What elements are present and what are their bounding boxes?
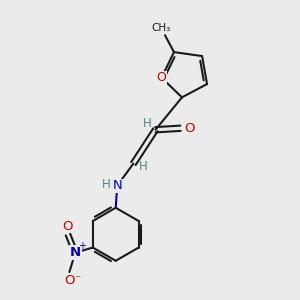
Text: +: + (78, 241, 86, 251)
Text: ⁻: ⁻ (74, 274, 81, 286)
Text: N: N (70, 246, 81, 259)
Text: O: O (64, 274, 75, 286)
Text: H: H (102, 178, 110, 191)
Text: H: H (143, 117, 152, 130)
Text: O: O (63, 220, 73, 233)
Text: CH₃: CH₃ (152, 23, 171, 33)
Text: N: N (112, 179, 122, 192)
Text: H: H (139, 160, 148, 173)
Text: O: O (157, 71, 166, 84)
Text: O: O (184, 122, 195, 135)
